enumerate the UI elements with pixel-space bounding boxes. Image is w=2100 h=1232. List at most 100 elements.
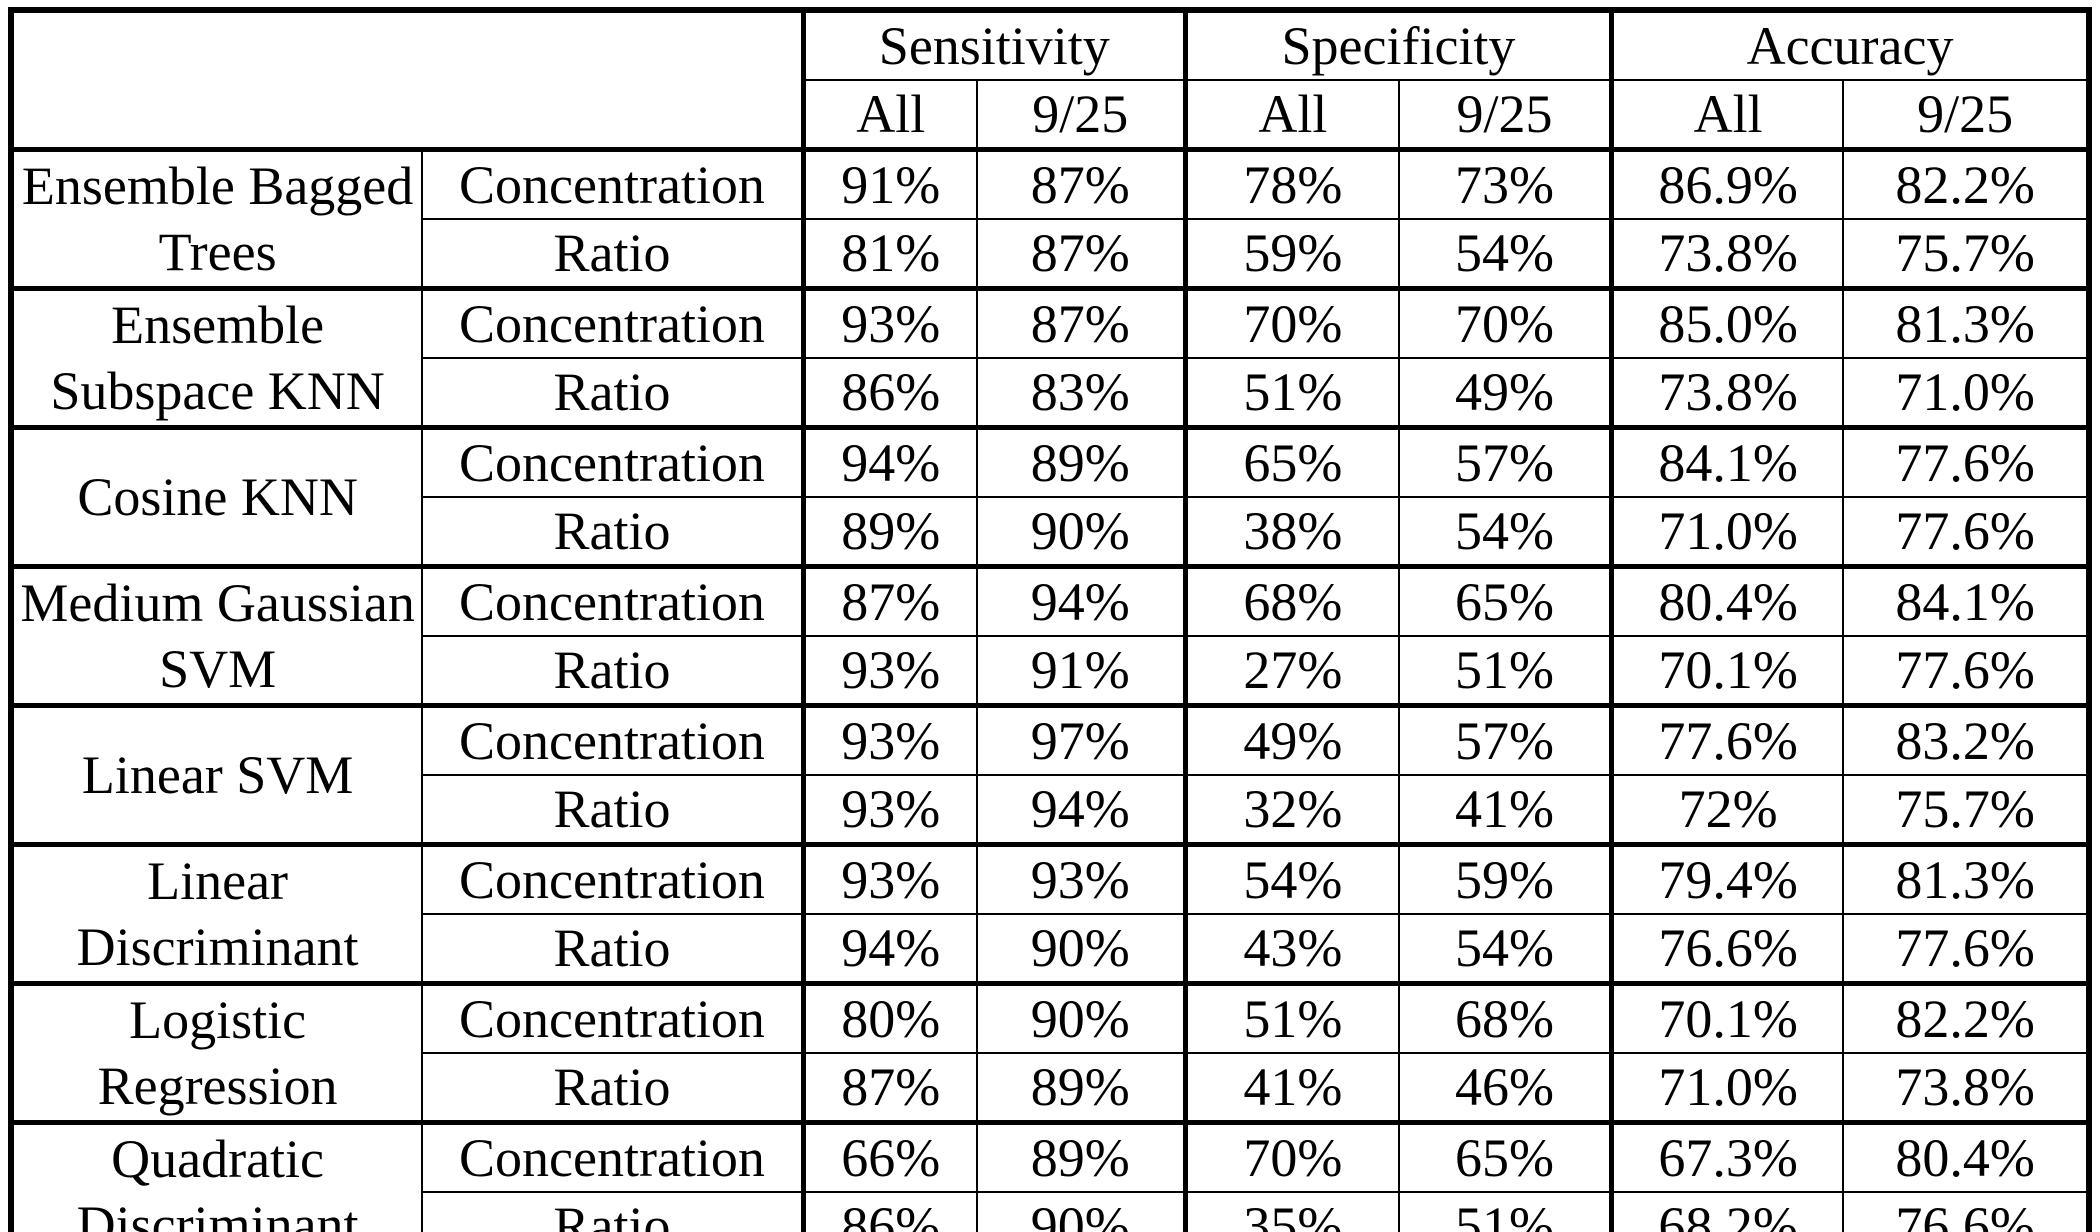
feature-cell: Ratio [421,218,805,290]
feature-cell: Ratio [421,496,805,568]
value-cell: 89% [800,496,978,568]
value-cell: 57% [1397,703,1613,776]
value-cell: 68.2% [1609,1191,1845,1232]
value-cell: 85.0% [1609,286,1845,359]
table-row: Ratio 93% 94% 32% 41% 72% 75.7% [11,774,2090,846]
table-row: Linear SVM Concentration 93% 97% 49% 57%… [9,703,2090,846]
model-group-ensemble-subspace-knn: Ensemble Subspace KNN Concentration 93% … [9,286,2090,429]
value-cell: 94% [975,564,1187,637]
header-group-row: Sensitivity Specificity Accuracy [9,9,2091,151]
subheader-sensitivity-925: 9/25 [975,79,1187,152]
feature-cell: Concentration [421,425,805,498]
table-row: Ratio 89% 90% 38% 54% 71.0% 77.6% [11,496,2090,568]
value-cell: 77.6% [1842,425,2090,498]
value-cell: 51% [1397,635,1613,707]
corner-cell [9,9,805,151]
table-row: Ratio 87% 89% 41% 46% 71.0% 73.8% [11,1052,2090,1124]
model-group-cosine-knn: Cosine KNN Concentration 94% 89% 65% 57%… [9,425,2090,568]
value-cell: 68% [1397,981,1613,1054]
table-row: Ratio 86% 83% 51% 49% 73.8% 71.0% [11,357,2090,429]
model-name-cell: Ensemble Bagged Trees [9,147,424,290]
value-cell: 79.4% [1609,842,1845,915]
value-cell: 70.1% [1609,981,1845,1054]
value-cell: 89% [975,1052,1187,1124]
value-cell: 87% [975,218,1187,290]
value-cell: 65% [1397,1120,1613,1193]
value-cell: 35% [1182,1191,1400,1232]
value-cell: 54% [1182,842,1400,915]
feature-cell: Concentration [421,1120,805,1193]
value-cell: 46% [1397,1052,1613,1124]
subheader-specificity-925: 9/25 [1397,79,1613,152]
value-cell: 87% [800,564,978,637]
value-cell: 81% [800,218,978,290]
results-table: Sensitivity Specificity Accuracy All 9/2… [8,7,2092,1232]
value-cell: 75.7% [1842,774,2090,846]
value-cell: 80% [800,981,978,1054]
value-cell: 76.6% [1842,1191,2090,1232]
value-cell: 84.1% [1842,564,2090,637]
feature-cell: Concentration [421,564,805,637]
value-cell: 93% [800,842,978,915]
value-cell: 54% [1397,218,1613,290]
value-cell: 82.2% [1842,147,2090,220]
value-cell: 93% [800,774,978,846]
feature-cell: Concentration [421,981,805,1054]
value-cell: 90% [975,981,1187,1054]
feature-cell: Ratio [421,1052,805,1124]
table-row: Ratio 94% 90% 43% 54% 76.6% 77.6% [11,913,2090,985]
value-cell: 76.6% [1609,913,1845,985]
value-cell: 86% [800,1191,978,1232]
value-cell: 41% [1182,1052,1400,1124]
value-cell: 91% [800,147,978,220]
model-group-ensemble-bagged-trees: Ensemble Bagged Trees Concentration 91% … [9,147,2090,290]
value-cell: 87% [975,147,1187,220]
value-cell: 73.8% [1609,357,1845,429]
table-row: Quadratic Discriminant Concentration 66%… [9,1120,2090,1232]
value-cell: 78% [1182,147,1400,220]
value-cell: 54% [1397,496,1613,568]
value-cell: 87% [975,286,1187,359]
value-cell: 90% [975,1191,1187,1232]
value-cell: 87% [800,1052,978,1124]
value-cell: 71.0% [1609,1052,1845,1124]
subheader-specificity-all: All [1182,79,1400,152]
table-row: Ratio 81% 87% 59% 54% 73.8% 75.7% [11,218,2090,290]
model-group-medium-gaussian-svm: Medium Gaussian SVM Concentration 87% 94… [9,564,2090,707]
value-cell: 70% [1182,1120,1400,1193]
value-cell: 70.1% [1609,635,1845,707]
value-cell: 81.3% [1842,842,2090,915]
feature-cell: Concentration [421,147,805,220]
value-cell: 27% [1182,635,1400,707]
value-cell: 75.7% [1842,218,2090,290]
value-cell: 93% [800,286,978,359]
table-header: Sensitivity Specificity Accuracy All 9/2… [9,9,2091,152]
value-cell: 80.4% [1609,564,1845,637]
value-cell: 80.4% [1842,1120,2090,1193]
value-cell: 89% [975,1120,1187,1193]
value-cell: 59% [1182,218,1400,290]
value-cell: 71.0% [1609,496,1845,568]
value-cell: 67.3% [1609,1120,1845,1193]
header-subcolumn-row: All 9/25 All 9/25 All 9/25 [11,79,2090,152]
column-group-accuracy: Accuracy [1609,9,2091,81]
value-cell: 77.6% [1609,703,1845,776]
value-cell: 83.2% [1842,703,2090,776]
value-cell: 68% [1182,564,1400,637]
value-cell: 77.6% [1842,496,2090,568]
model-name-cell: Logistic Regression [9,981,424,1124]
value-cell: 86% [800,357,978,429]
feature-cell: Ratio [421,1191,805,1232]
subheader-sensitivity-all: All [800,79,978,152]
model-group-linear-discriminant: Linear Discriminant Concentration 93% 93… [9,842,2090,985]
value-cell: 70% [1182,286,1400,359]
value-cell: 73% [1397,147,1613,220]
table-row: Ensemble Bagged Trees Concentration 91% … [9,147,2090,290]
column-group-sensitivity: Sensitivity [800,9,1187,81]
value-cell: 65% [1182,425,1400,498]
value-cell: 81.3% [1842,286,2090,359]
feature-cell: Ratio [421,635,805,707]
value-cell: 65% [1397,564,1613,637]
table-row: Logistic Regression Concentration 80% 90… [9,981,2090,1124]
value-cell: 66% [800,1120,978,1193]
